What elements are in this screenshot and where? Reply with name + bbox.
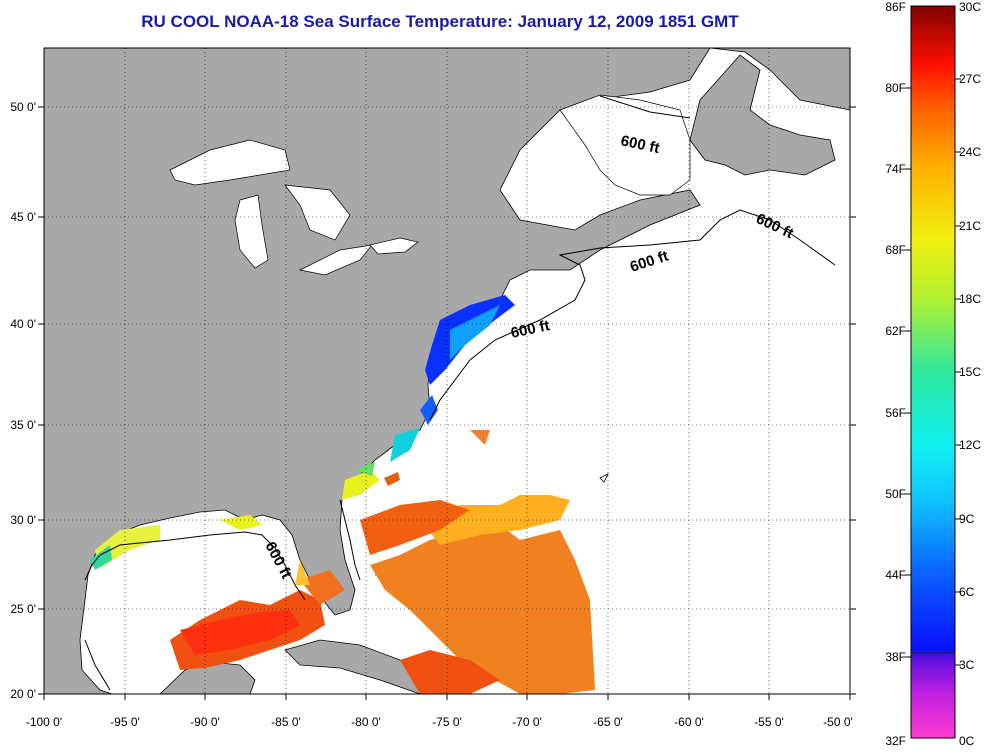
land-labrador [709,48,850,111]
lon-label: -85 0' [271,715,301,729]
lon-label: -50 0' [823,715,853,729]
lon-label: -75 0' [432,715,462,729]
lat-label: 50 0' [10,100,36,114]
sst-data-layer [90,295,595,694]
axis-ticks [38,106,856,700]
latitude-labels: 50 0' 45 0' 40 0' 35 0' 30 0' 25 0' 20 0… [10,100,36,701]
great-lake-michigan [234,194,269,269]
colorbar-celsius-labels: 30C 27C 24C 21C 18C 15C 12C 9C 6C 3C 0C [959,0,981,748]
colorbar-f-label: 80F [885,81,906,95]
lat-label: 45 0' [10,210,36,224]
lat-label: 40 0' [10,317,36,331]
lat-label: 35 0' [10,418,36,432]
colorbar-f-label: 50F [885,487,906,501]
colorbar-f-label: 86F [885,0,906,14]
colorbar-c-label: 27C [959,72,981,86]
lon-label: -80 0' [351,715,381,729]
great-lake-superior [169,139,291,186]
great-lake-ontario [369,237,419,255]
colorbar-f-label: 44F [885,568,906,582]
colorbar-f-label: 38F [885,650,906,664]
colorbar-fahrenheit-labels: 86F 80F 74F 68F 62F 56F 50F 44F 38F 32F [885,0,906,748]
colorbar-f-label: 74F [885,162,906,176]
colorbar-c-label: 24C [959,145,981,159]
lat-label: 30 0' [10,513,36,527]
land-newfoundland [689,54,836,176]
lon-label: -95 0' [110,715,140,729]
colorbar-c-label: 3C [959,658,975,672]
colorbar-c-label: 6C [959,585,975,599]
colorbar-ticks [905,78,961,666]
colorbar-c-label: 0C [959,734,975,748]
land-bermuda [599,473,609,483]
land-yucatan [159,661,256,694]
lon-label: -100 0' [26,715,62,729]
colorbar-c-label: 30C [959,0,981,14]
colorbar-c-label: 12C [959,438,981,452]
isobath-lines [84,95,836,691]
longitude-labels: -100 0' -95 0' -90 0' -85 0' -80 0' -75 … [26,715,853,729]
colorbar-c-label: 18C [959,292,981,306]
map-title: RU COOL NOAA-18 Sea Surface Temperature:… [141,12,739,31]
lon-label: -90 0' [190,715,220,729]
gulf-of-st-lawrence [559,94,691,196]
lon-label: -65 0' [593,715,623,729]
colorbar-c-label: 15C [959,365,981,379]
colorbar-c-label: 21C [959,219,981,233]
colorbar-f-label: 68F [885,243,906,257]
colorbar-c-label: 9C [959,512,975,526]
lat-label: 20 0' [10,687,36,701]
lon-label: -55 0' [754,715,784,729]
lat-label: 25 0' [10,602,36,616]
colorbar-f-label: 32F [885,734,906,748]
lon-label: -60 0' [674,715,704,729]
colorbar-f-label: 62F [885,324,906,338]
lon-label: -70 0' [512,715,542,729]
colorbar-f-label: 56F [885,406,906,420]
great-lake-huron [284,184,351,241]
colorbar [910,5,956,739]
